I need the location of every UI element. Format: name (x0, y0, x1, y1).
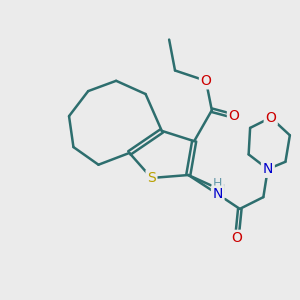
Text: O: O (229, 109, 239, 123)
Text: N: N (262, 162, 273, 176)
Text: O: O (231, 231, 242, 245)
Text: O: O (200, 74, 211, 88)
Text: N: N (212, 187, 223, 201)
Text: H: H (213, 177, 222, 190)
Text: O: O (265, 111, 276, 124)
Text: S: S (147, 171, 156, 185)
Text: H: H (216, 183, 225, 196)
Text: N: N (262, 162, 273, 176)
